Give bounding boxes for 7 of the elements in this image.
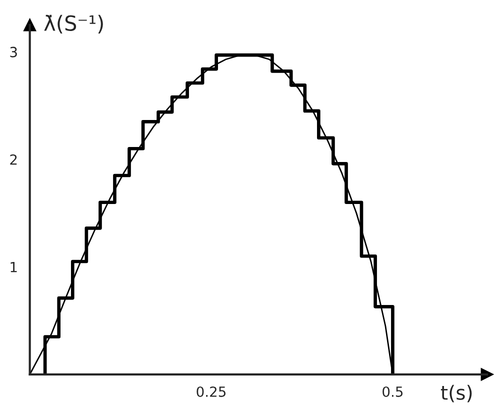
x-axis-title: t(s) <box>440 384 472 402</box>
y-tick-label: 3 <box>10 46 17 58</box>
y-tick-label: 2 <box>10 154 17 165</box>
y-tick-label: 1 <box>10 262 17 272</box>
x-tick-label: 0.25 <box>196 386 226 397</box>
x-tick-label: 0.5 <box>382 386 403 397</box>
y-axis-title: λ̇(S⁻¹) <box>44 14 103 34</box>
